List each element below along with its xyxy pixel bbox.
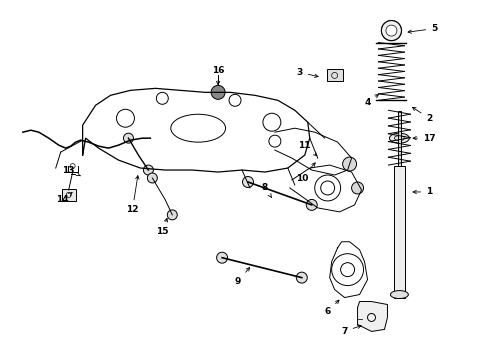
Text: 2: 2 — [413, 107, 432, 123]
Circle shape — [343, 157, 357, 171]
Circle shape — [243, 176, 253, 188]
FancyBboxPatch shape — [62, 189, 75, 201]
Text: 9: 9 — [235, 267, 249, 286]
Circle shape — [382, 21, 401, 41]
FancyBboxPatch shape — [327, 69, 343, 81]
Circle shape — [147, 173, 157, 183]
Circle shape — [296, 272, 307, 283]
Text: 14: 14 — [56, 193, 72, 204]
Text: 4: 4 — [365, 94, 378, 107]
FancyBboxPatch shape — [397, 111, 401, 166]
Circle shape — [386, 25, 397, 36]
Text: 6: 6 — [324, 300, 339, 316]
Circle shape — [217, 252, 227, 263]
Text: 8: 8 — [262, 184, 271, 198]
Ellipse shape — [391, 291, 408, 298]
Circle shape — [211, 85, 225, 99]
Text: 11: 11 — [298, 141, 317, 156]
Circle shape — [306, 199, 317, 210]
Text: 10: 10 — [295, 163, 315, 183]
Text: 17: 17 — [413, 134, 436, 143]
FancyBboxPatch shape — [394, 166, 405, 298]
Polygon shape — [358, 302, 388, 332]
Ellipse shape — [390, 133, 409, 143]
Text: 15: 15 — [156, 219, 169, 236]
Circle shape — [167, 210, 177, 220]
Text: 12: 12 — [126, 176, 139, 215]
Circle shape — [123, 133, 133, 143]
Text: 1: 1 — [413, 188, 432, 197]
Text: 16: 16 — [212, 66, 224, 85]
Text: 3: 3 — [296, 68, 318, 77]
Circle shape — [144, 165, 153, 175]
Text: 13: 13 — [62, 166, 80, 176]
Circle shape — [352, 182, 364, 194]
Text: 5: 5 — [408, 24, 438, 33]
Text: 7: 7 — [342, 325, 361, 336]
